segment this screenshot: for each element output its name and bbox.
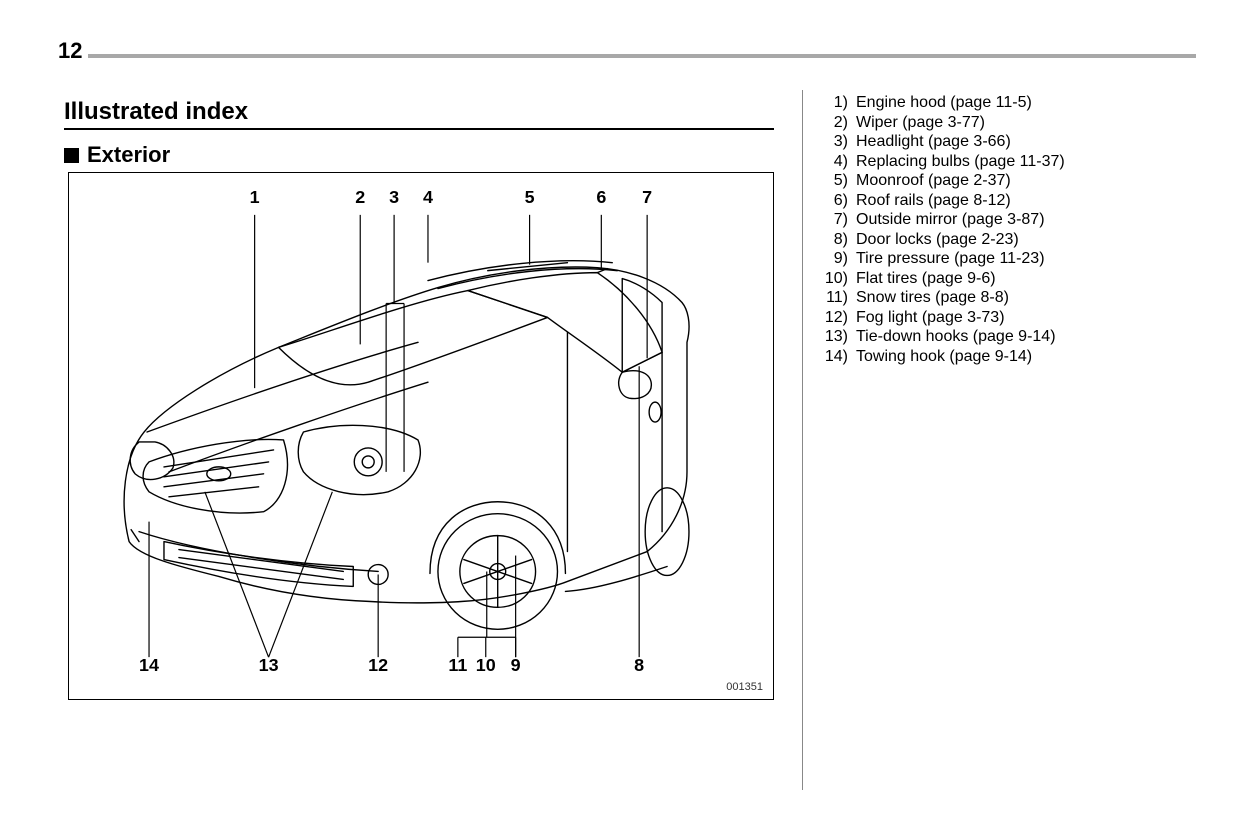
index-item: 10)Flat tires (page 9-6) bbox=[818, 269, 1065, 289]
index-item-number: 4) bbox=[818, 152, 854, 172]
index-item-number: 2) bbox=[818, 113, 854, 133]
page-number: 12 bbox=[58, 38, 88, 64]
index-item: 3)Headlight (page 3-66) bbox=[818, 132, 1065, 152]
svg-text:12: 12 bbox=[368, 655, 388, 675]
index-item-label: Roof rails (page 8-12) bbox=[854, 191, 1011, 211]
index-item-number: 3) bbox=[818, 132, 854, 152]
svg-text:8: 8 bbox=[634, 655, 644, 675]
index-item-number: 10) bbox=[818, 269, 854, 289]
index-item-label: Towing hook (page 9-14) bbox=[854, 347, 1032, 367]
index-item-number: 9) bbox=[818, 249, 854, 269]
svg-text:7: 7 bbox=[642, 187, 652, 207]
exterior-figure: 1234567 141312111098 001351 bbox=[68, 172, 774, 700]
index-item-label: Snow tires (page 8-8) bbox=[854, 288, 1009, 308]
title-underline bbox=[64, 128, 774, 130]
index-item: 5)Moonroof (page 2-37) bbox=[818, 171, 1065, 191]
subsection-title: Exterior bbox=[87, 142, 170, 168]
index-list: 1)Engine hood (page 11-5)2)Wiper (page 3… bbox=[818, 93, 1065, 366]
index-item-label: Headlight (page 3-66) bbox=[854, 132, 1011, 152]
index-item-number: 11) bbox=[818, 288, 854, 308]
index-item: 12)Fog light (page 3-73) bbox=[818, 308, 1065, 328]
svg-text:10: 10 bbox=[476, 655, 496, 675]
index-item-label: Moonroof (page 2-37) bbox=[854, 171, 1011, 191]
index-item: 13)Tie-down hooks (page 9-14) bbox=[818, 327, 1065, 347]
svg-text:6: 6 bbox=[596, 187, 606, 207]
index-item-number: 14) bbox=[818, 347, 854, 367]
index-item-number: 13) bbox=[818, 327, 854, 347]
index-item-label: Replacing bulbs (page 11-37) bbox=[854, 152, 1065, 172]
svg-text:9: 9 bbox=[511, 655, 521, 675]
manual-page: 12 Illustrated index Exterior bbox=[0, 0, 1241, 827]
index-item-label: Door locks (page 2-23) bbox=[854, 230, 1019, 250]
index-item: 2)Wiper (page 3-77) bbox=[818, 113, 1065, 133]
index-item-number: 1) bbox=[818, 93, 854, 113]
index-item-label: Outside mirror (page 3-87) bbox=[854, 210, 1045, 230]
svg-text:13: 13 bbox=[259, 655, 279, 675]
index-item: 14)Towing hook (page 9-14) bbox=[818, 347, 1065, 367]
column-divider bbox=[802, 90, 803, 790]
top-rule bbox=[58, 54, 1196, 58]
index-item-number: 7) bbox=[818, 210, 854, 230]
index-item-label: Tie-down hooks (page 9-14) bbox=[854, 327, 1056, 347]
index-item-number: 6) bbox=[818, 191, 854, 211]
index-item-number: 8) bbox=[818, 230, 854, 250]
bullet-square-icon bbox=[64, 148, 79, 163]
index-item-label: Engine hood (page 11-5) bbox=[854, 93, 1032, 113]
svg-text:4: 4 bbox=[423, 187, 433, 207]
svg-text:1: 1 bbox=[250, 187, 260, 207]
svg-text:14: 14 bbox=[139, 655, 159, 675]
svg-text:5: 5 bbox=[525, 187, 535, 207]
index-item-label: Fog light (page 3-73) bbox=[854, 308, 1005, 328]
svg-text:3: 3 bbox=[389, 187, 399, 207]
index-item: 4)Replacing bulbs (page 11-37) bbox=[818, 152, 1065, 172]
index-item: 6)Roof rails (page 8-12) bbox=[818, 191, 1065, 211]
index-item-label: Tire pressure (page 11-23) bbox=[854, 249, 1045, 269]
index-item-number: 12) bbox=[818, 308, 854, 328]
vehicle-line-drawing: 1234567 141312111098 bbox=[69, 173, 773, 699]
page-title: Illustrated index bbox=[64, 98, 248, 126]
index-item-label: Wiper (page 3-77) bbox=[854, 113, 985, 133]
index-item-label: Flat tires (page 9-6) bbox=[854, 269, 996, 289]
index-item: 8)Door locks (page 2-23) bbox=[818, 230, 1065, 250]
index-item: 9)Tire pressure (page 11-23) bbox=[818, 249, 1065, 269]
svg-text:2: 2 bbox=[355, 187, 365, 207]
index-item: 11)Snow tires (page 8-8) bbox=[818, 288, 1065, 308]
index-item: 1)Engine hood (page 11-5) bbox=[818, 93, 1065, 113]
index-item: 7)Outside mirror (page 3-87) bbox=[818, 210, 1065, 230]
figure-id: 001351 bbox=[726, 681, 763, 693]
index-item-number: 5) bbox=[818, 171, 854, 191]
subsection-heading: Exterior bbox=[64, 142, 170, 168]
svg-text:11: 11 bbox=[448, 655, 467, 675]
